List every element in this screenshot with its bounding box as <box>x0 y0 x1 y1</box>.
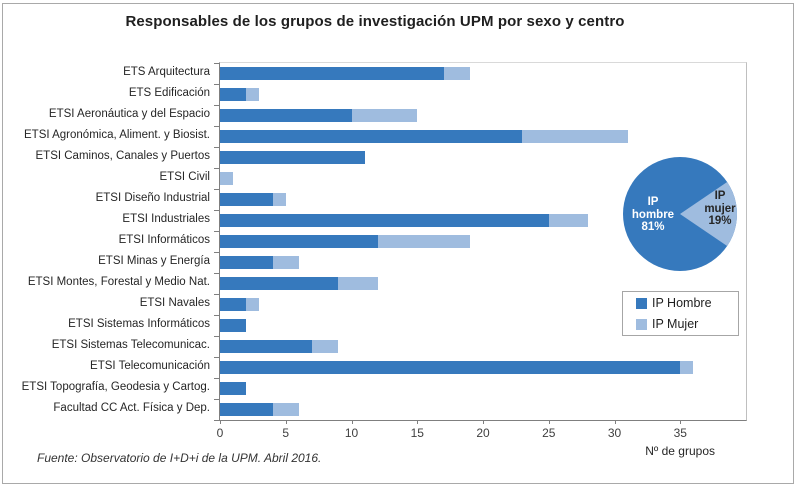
x-axis-tick <box>417 420 419 424</box>
bar-segment-mujer <box>272 193 286 206</box>
category-label: ETSI Telecomunicación <box>90 360 210 372</box>
x-axis-tick-label: 20 <box>476 426 490 440</box>
x-axis-tick <box>285 420 287 424</box>
bar-segment-hombre <box>220 151 365 164</box>
category-label: ETSI Sistemas Informáticos <box>68 318 210 330</box>
legend-box: IP Hombre IP Mujer <box>622 291 739 336</box>
x-axis-tick <box>548 420 550 424</box>
bar-segment-mujer <box>246 298 260 311</box>
pie-label-mujer: IP mujer 19% <box>704 190 736 227</box>
category-label: ETSI Civil <box>159 171 210 183</box>
legend-swatch-mujer <box>636 318 647 330</box>
category-label: ETSI Topografía, Geodesia y Cartog. <box>21 381 210 393</box>
category-tick <box>214 315 219 316</box>
bar-segment-mujer <box>443 67 470 80</box>
x-axis-tick-label: 15 <box>410 426 424 440</box>
category-tick <box>214 273 219 274</box>
category-label: ETSI Sistemas Telecomunicac. <box>51 339 210 351</box>
x-axis-tick <box>483 420 484 424</box>
bar-segment-mujer <box>548 214 589 227</box>
bar-plot-area: 0 5 10 15 20 25 30 35 <box>214 62 747 440</box>
bar-segment-hombre <box>220 340 313 353</box>
bar-segment-hombre <box>220 256 273 269</box>
bar-segment-hombre <box>220 298 247 311</box>
source-note: Fuente: Observatorio de I+D+i de la UPM.… <box>37 451 322 465</box>
category-tick <box>214 294 219 295</box>
category-label: ETSI Caminos, Canales y Puertos <box>35 150 211 162</box>
category-tick <box>214 126 219 127</box>
bar-segment-mujer <box>272 256 299 269</box>
bar-segment-mujer <box>272 403 299 416</box>
category-tick <box>214 105 219 106</box>
category-tick <box>214 252 219 253</box>
bar-segment-hombre <box>220 235 378 248</box>
bar-segment-hombre <box>220 130 523 143</box>
category-tick <box>214 168 219 169</box>
category-label: ETS Edificación <box>128 87 210 99</box>
category-tick <box>214 420 219 421</box>
category-label: ETSI Montes, Forestal y Medio Nat. <box>27 276 210 288</box>
pie-slice-mujer <box>680 181 737 247</box>
x-axis-tick-label: 30 <box>607 426 622 440</box>
bar-segment-mujer <box>351 109 418 122</box>
bar-segment-mujer <box>220 172 234 185</box>
bar-segment-mujer <box>312 340 339 353</box>
x-axis-tick-label: 5 <box>282 426 290 440</box>
category-label: ETSI Industriales <box>122 213 210 225</box>
figure-border <box>2 3 794 484</box>
x-axis-title: Nº de grupos <box>645 444 715 458</box>
category-label: ETSI Informáticos <box>118 234 210 246</box>
category-tick <box>214 231 219 232</box>
category-tick <box>214 210 219 211</box>
bar-segment-mujer <box>680 361 694 374</box>
category-tick <box>214 63 219 64</box>
category-tick <box>214 357 219 358</box>
x-axis-tick-label: 35 <box>673 426 687 440</box>
legend-item-mujer: IP Mujer <box>636 317 738 331</box>
category-label: ETS Arquitectura <box>123 66 210 78</box>
bar-segment-hombre <box>220 403 273 416</box>
bar-segment-mujer <box>246 88 260 101</box>
chart-title: Responsables de los grupos de investigac… <box>125 13 625 30</box>
x-axis-tick <box>351 420 353 424</box>
category-label: ETSI Aeronáutica y del Espacio <box>48 108 210 120</box>
bar-segment-hombre <box>220 319 247 332</box>
category-tick <box>214 189 219 190</box>
x-axis-tick-label: 25 <box>542 426 556 440</box>
category-tick <box>214 84 219 85</box>
bar-segment-hombre <box>220 277 339 290</box>
category-label: ETSI Agronómica, Aliment. y Biosist. <box>24 129 210 141</box>
category-label: ETSI Navales <box>139 297 210 309</box>
bar-segment-hombre <box>220 88 247 101</box>
category-tick <box>214 336 219 337</box>
legend-swatch-hombre <box>636 297 647 309</box>
x-axis-tick-label: 0 <box>216 426 224 440</box>
x-axis-tick <box>680 420 682 424</box>
bar-segment-mujer <box>338 277 378 290</box>
pie-chart <box>623 157 737 271</box>
category-tick <box>214 378 219 379</box>
category-axis: ETS Arquitectura ETS Edificación ETSI Aero… <box>0 62 210 419</box>
legend-label-hombre: IP Hombre <box>652 296 712 310</box>
x-axis-tick <box>614 420 616 424</box>
category-label: Facultad CC Act. Física y Dep. <box>53 402 210 414</box>
bar-segment-hombre <box>220 361 681 374</box>
category-label: ETSI Minas y Energía <box>98 255 210 267</box>
x-axis-tick-label: 10 <box>344 426 359 440</box>
legend-item-hombre: IP Hombre <box>636 296 738 310</box>
category-label: ETSI Diseño Industrial <box>95 192 210 204</box>
x-axis-tick <box>220 420 221 424</box>
bar-segment-mujer <box>522 130 628 143</box>
pie-label-hombre: IP hombre 81% <box>631 196 675 233</box>
bar-segment-hombre <box>220 109 352 122</box>
legend-label-mujer: IP Mujer <box>652 317 699 331</box>
bar-segment-mujer <box>377 235 470 248</box>
bar-segment-hombre <box>220 214 549 227</box>
category-tick <box>214 147 219 148</box>
bar-segment-hombre <box>220 67 444 80</box>
bar-segment-hombre <box>220 193 273 206</box>
category-tick <box>214 399 219 400</box>
bar-segment-hombre <box>220 382 247 395</box>
